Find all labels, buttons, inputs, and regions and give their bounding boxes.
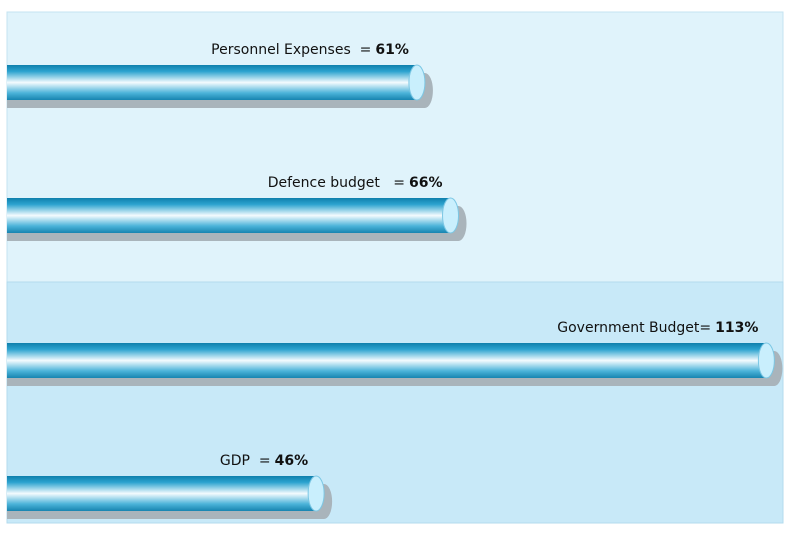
bar <box>7 198 451 233</box>
category-label: Defence budget = <box>268 175 405 191</box>
bar <box>7 343 767 378</box>
bar-cap <box>408 64 426 101</box>
bar-label: GDP = 46% <box>220 453 308 469</box>
value-label: 66% <box>409 175 443 191</box>
value-label: 61% <box>375 42 409 58</box>
bar-label: Personnel Expenses = 61% <box>211 42 409 58</box>
bar-cap <box>442 197 460 234</box>
value-label: 46% <box>275 453 309 469</box>
bars: Personnel Expenses = 61%Defence budget = 6… <box>7 42 783 519</box>
value-label: 113% <box>715 320 758 336</box>
bar-cap <box>307 475 325 512</box>
bar-cap <box>757 342 775 379</box>
bar <box>7 476 317 511</box>
category-label: Government Budget= <box>557 320 711 336</box>
bar-label: Government Budget= 113% <box>557 320 758 336</box>
category-label: Personnel Expenses = <box>211 42 371 58</box>
bar-label: Defence budget = 66% <box>268 175 443 191</box>
bar <box>7 65 417 100</box>
category-label: GDP = <box>220 453 271 469</box>
